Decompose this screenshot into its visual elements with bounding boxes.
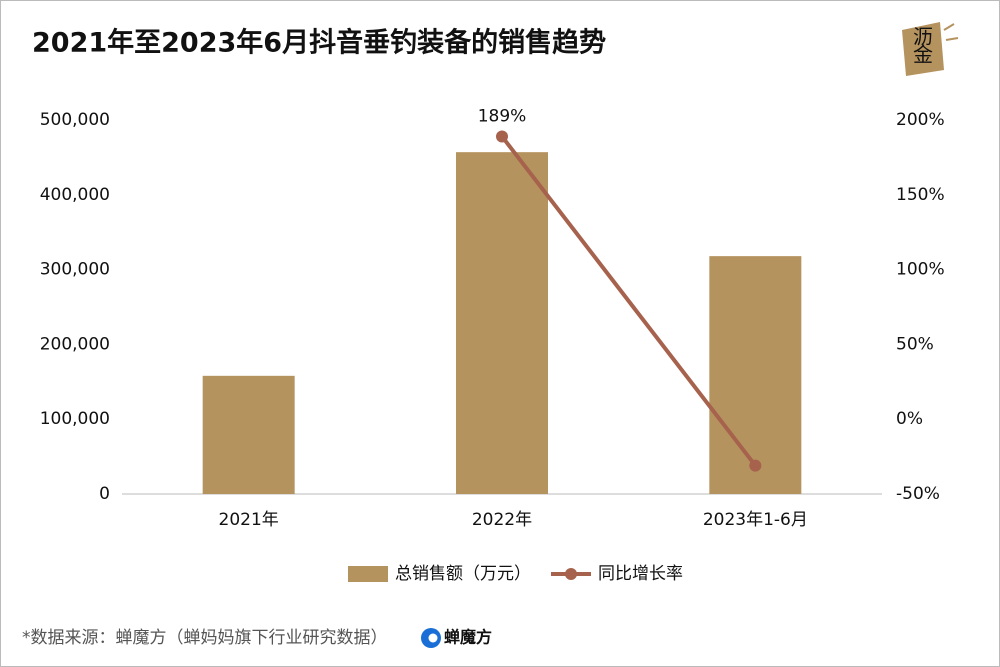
- brand-logo: 蝉魔方: [421, 628, 492, 648]
- watermark-text: 沥金: [910, 26, 934, 63]
- bar: [709, 256, 802, 494]
- x-tick-label: 2023年1-6月: [703, 510, 808, 530]
- legend-swatch-point: [565, 568, 577, 580]
- y2-tick-label: 50%: [896, 334, 934, 354]
- legend-label: 同比增长率: [598, 564, 683, 584]
- brand-text: 蝉魔方: [444, 628, 492, 647]
- y-tick-label: 200,000: [40, 334, 110, 354]
- x-tick-label: 2021年: [219, 510, 279, 530]
- line-point: [496, 130, 508, 143]
- legend-swatch: [348, 566, 388, 582]
- line: [500, 135, 757, 467]
- watermark-logo: 沥金: [902, 22, 959, 76]
- logo-ray: [945, 37, 959, 41]
- bar: [202, 375, 295, 494]
- legend-label: 总销售额（万元）: [395, 564, 531, 584]
- data-label: 189%: [478, 106, 527, 126]
- logo-ray: [943, 23, 955, 31]
- y-tick-label: 500,000: [40, 110, 110, 130]
- y2-tick-label: 200%: [896, 110, 945, 130]
- line-point: [749, 459, 762, 472]
- chart-title: 2021年至2023年6月抖音垂钓装备的销售趋势: [32, 27, 606, 59]
- y2-tick-label: -50%: [896, 484, 940, 504]
- brand-icon-hole: [428, 633, 438, 643]
- logo-shape: [902, 22, 944, 76]
- y2-tick-label: 0%: [896, 409, 923, 429]
- y-tick-label: 400,000: [40, 185, 110, 205]
- y-tick-label: 100,000: [40, 409, 110, 429]
- y-tick-label: 0: [99, 484, 110, 504]
- y2-tick-label: 100%: [896, 260, 945, 280]
- x-tick-label: 2022年: [472, 510, 532, 530]
- y2-tick-label: 150%: [896, 185, 945, 205]
- y-tick-label: 300,000: [40, 260, 110, 280]
- source-note: *数据来源：蝉魔方（蝉妈妈旗下行业研究数据）: [22, 628, 388, 648]
- bar: [456, 152, 548, 494]
